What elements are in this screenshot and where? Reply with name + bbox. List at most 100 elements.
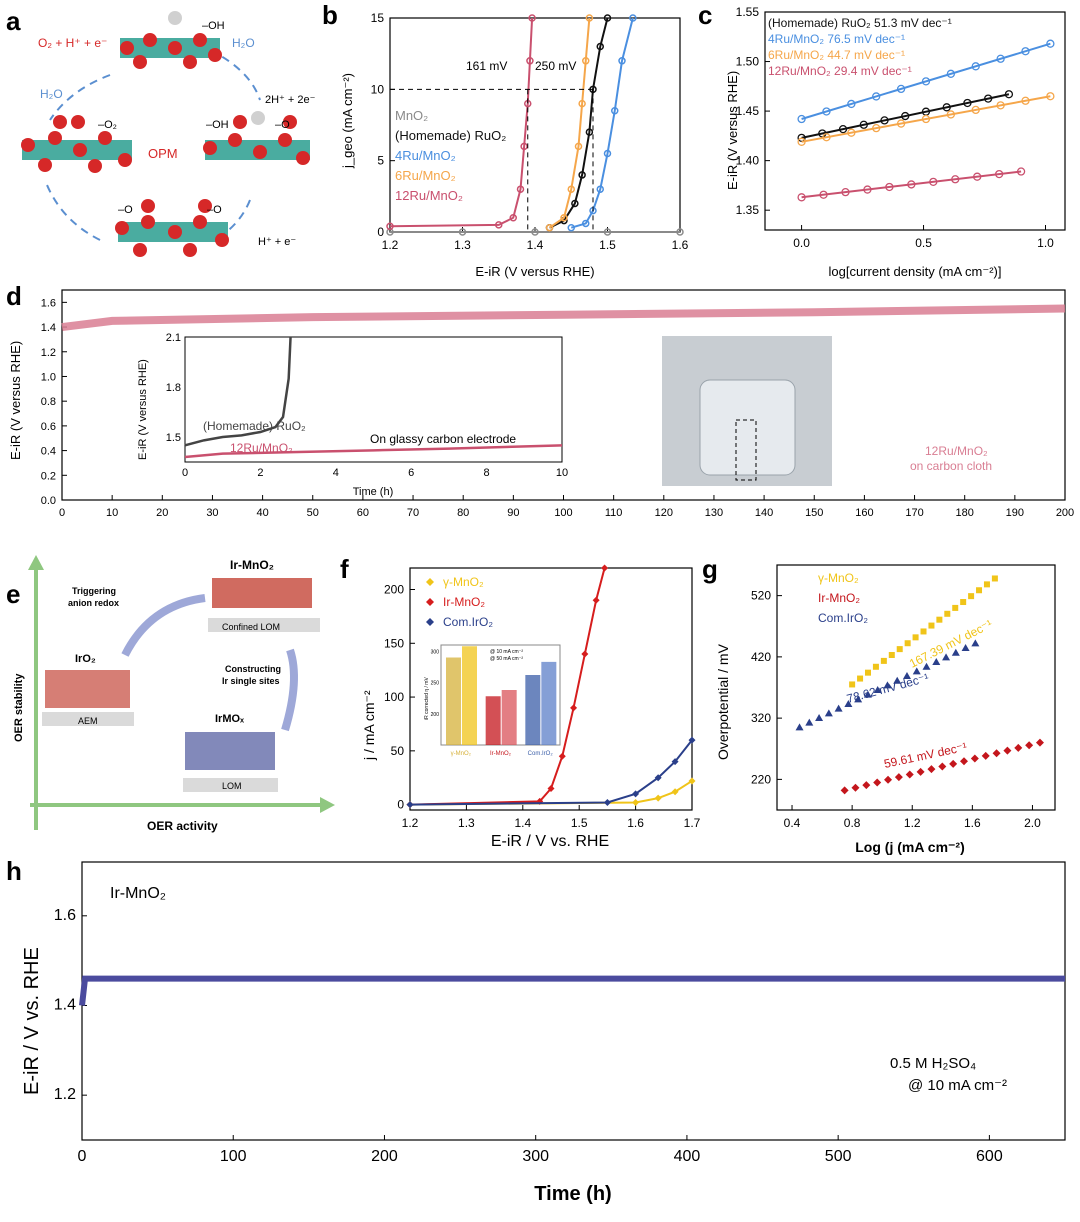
y-tick-label-h-2: 1.6 (54, 907, 76, 924)
x-tick-label-f-1: 1.3 (458, 816, 475, 830)
inset-f-cat-0: γ-MnO₂ (451, 751, 472, 757)
data-point-c-1-10 (1046, 39, 1055, 48)
data-point-g-0-1 (857, 675, 864, 682)
data-point-c-2-1 (822, 133, 831, 142)
data-point-b-2-4 (603, 149, 612, 158)
data-point-b-0-3 (603, 228, 612, 236)
y-tick-label-c-4: 1.55 (736, 5, 760, 19)
x-tick-label-h-2: 200 (371, 1148, 398, 1165)
x-tick-label-d-9: 90 (507, 507, 519, 519)
data-point-f-2-4 (671, 758, 679, 766)
y-axis-label-h: E-iR / V vs. RHE (21, 947, 43, 1095)
data-point-g-2-15 (942, 653, 951, 661)
inset-f-bar-2-0 (525, 675, 541, 745)
opm-label: OPM (148, 146, 178, 161)
series-line-f-1 (409, 567, 606, 806)
panel-h-letter: h (6, 856, 22, 886)
e-irmno2: Ir-MnO₂ (230, 558, 274, 572)
reaction-o2-label: O₂ + H⁺ + e⁻ (38, 36, 107, 50)
legend-b-4: 12Ru/MnO₂ (395, 188, 463, 203)
y-tick-label-c-1: 1.40 (736, 154, 760, 168)
x-tick-label-d-7: 70 (407, 507, 419, 519)
inset-d-xtick-1: 2 (257, 467, 263, 479)
inset-d-note: On glassy carbon electrode (370, 432, 516, 446)
data-point-g-1-14 (992, 749, 1001, 758)
inset-frame-d (184, 336, 563, 463)
reaction-h2o-top: H₂O (232, 36, 255, 50)
data-point-c-2-0 (797, 137, 806, 146)
y-tick-label-d-3: 0.6 (41, 421, 56, 433)
x-tick-label-h-6: 600 (976, 1148, 1003, 1165)
irmno2-structure (212, 578, 312, 608)
legend-c-1: 4Ru/MnO₂ 76.5 mV dec⁻¹ (768, 32, 905, 46)
e-aem: AEM (78, 716, 98, 726)
arrow-a-1 (49, 74, 111, 121)
data-point-c-0-3 (859, 120, 868, 129)
y-tick-label-g-2: 420 (751, 650, 771, 664)
legend-f-0: γ-MnO₂ (443, 575, 484, 589)
x-tick-label-d-0: 0 (59, 507, 65, 519)
panel-c-letter: c (698, 0, 712, 30)
data-point-f-2-3 (654, 774, 662, 782)
data-point-b-4-2 (509, 213, 517, 222)
data-point-c-0-2 (838, 124, 848, 134)
axis-stability-head (28, 555, 44, 570)
reaction-h-label: H⁺ + e⁻ (258, 236, 296, 248)
y-axis-label-c: E-iR (V versus RHE) (725, 71, 740, 190)
data-point-g-1-1 (851, 783, 860, 792)
y-tick-label-g-3: 520 (751, 589, 771, 603)
data-point-c-3-7 (951, 175, 960, 184)
data-point-f-2-1 (603, 798, 611, 806)
legend-f-marker-0 (426, 578, 434, 586)
molecule-top (120, 11, 222, 69)
data-point-g-1-9 (938, 762, 947, 771)
panel-g: 0.4 0.8 1.2 1.6 2.0 220 320 420 520 g γ-MnO₂ Ir-MnO… (702, 554, 1056, 855)
data-point-b-4-4 (520, 142, 528, 151)
data-point-c-3-0 (797, 193, 806, 202)
data-point-b-4-0 (386, 222, 394, 231)
data-point-c-2-9 (1021, 96, 1030, 105)
axis-activity-head (320, 797, 335, 813)
y-tick-label-d-6: 1.2 (41, 347, 56, 359)
label-o-bottom-left: –O (118, 204, 133, 216)
inset-f-bar-2-1 (541, 661, 557, 745)
data-point-g-1-2 (862, 781, 871, 790)
data-point-c-1-5 (921, 77, 931, 86)
e-ylabel: OER stability (13, 673, 25, 742)
data-point-g-1-15 (1003, 746, 1012, 755)
legend-f-2: Com.IrO₂ (443, 615, 493, 629)
data-point-c-0-10 (1004, 90, 1014, 99)
legend-h-0: Ir-MnO₂ (110, 885, 166, 902)
data-point-b-4-6 (526, 57, 534, 65)
e-trig1: Triggering (72, 586, 116, 596)
data-point-g-2-6 (854, 695, 863, 703)
data-point-g-0-14 (960, 599, 967, 606)
series-line-f-2 (409, 739, 693, 806)
data-point-b-2-5 (611, 106, 619, 115)
data-point-b-1-7 (603, 14, 612, 22)
membrane-box (735, 419, 757, 481)
x-tick-label-c-0: 0.0 (793, 236, 810, 250)
y-tick-label-g-0: 220 (751, 772, 771, 786)
x-tick-label-d-13: 130 (705, 507, 723, 519)
x-tick-label-g-0: 0.4 (784, 816, 801, 830)
data-point-b-0-2 (531, 228, 539, 236)
data-point-c-3-3 (863, 185, 872, 194)
inset-d-xtick-4: 8 (484, 467, 490, 479)
data-point-b-3-0 (545, 223, 554, 232)
arrow-a-4 (44, 179, 101, 241)
y-tick-label-h-0: 1.2 (54, 1086, 76, 1103)
data-point-f-0-2 (654, 794, 662, 802)
inset-f-bar-1-0 (485, 696, 501, 745)
y-tick-label-b-3: 15 (371, 11, 385, 25)
plot-frame-g (776, 564, 1056, 811)
charts-layer: 1.2 1.3 1.4 1.5 1.6 0 5 10 15 b 161 mV 250 mV MnO₂ (H… (6, 0, 1074, 1205)
x-tick-label-d-19: 190 (1006, 507, 1024, 519)
series-line-b-3 (548, 17, 591, 229)
inset-d-ytick-0: 1.5 (166, 432, 181, 444)
data-point-g-0-2 (864, 669, 871, 676)
plot-frame-h (81, 861, 1066, 1141)
legend-g-0: γ-MnO₂ (818, 571, 859, 585)
data-point-c-1-6 (946, 69, 956, 78)
x-tick-label-d-5: 50 (307, 507, 319, 519)
